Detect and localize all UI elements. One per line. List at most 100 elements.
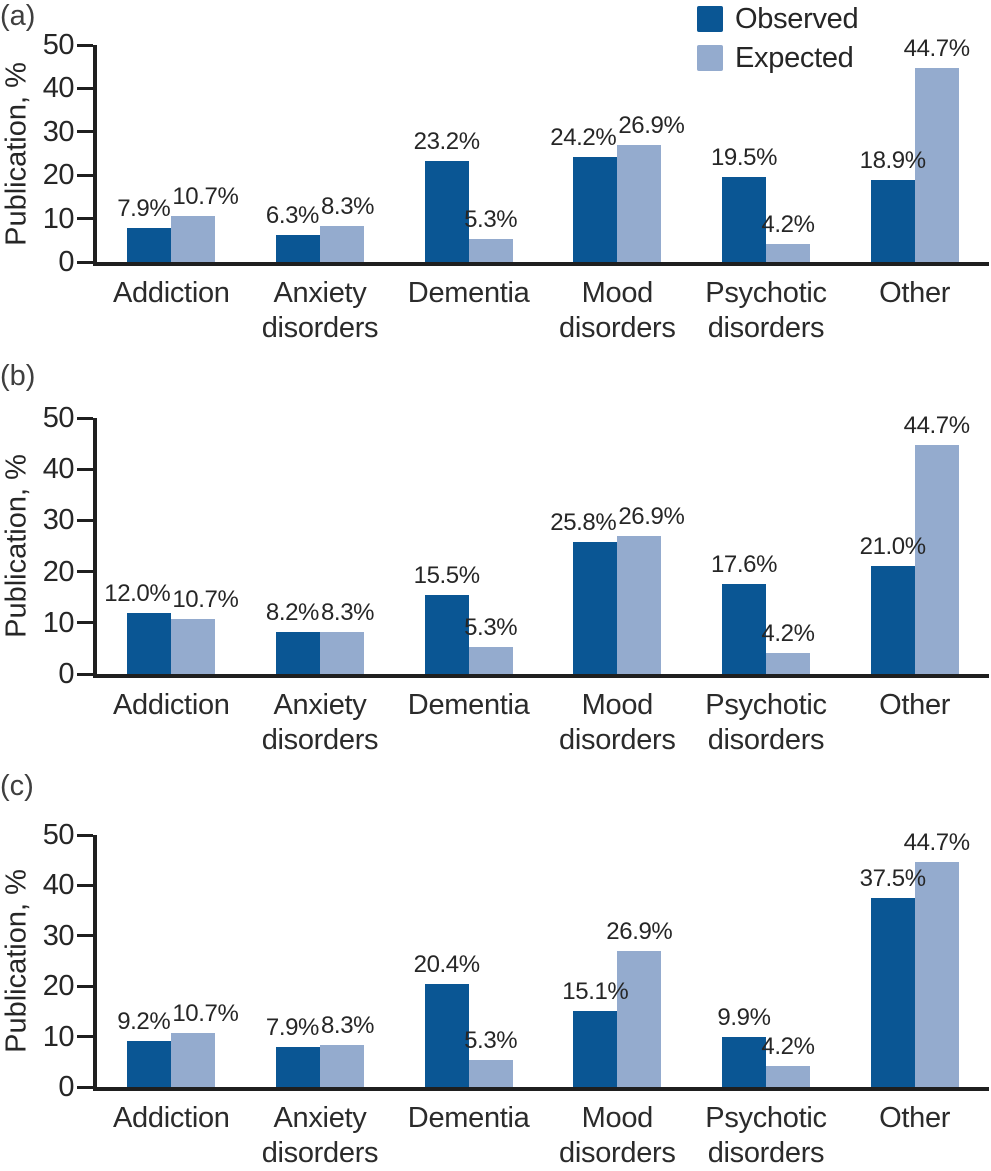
bar-group: 20.4% 5.3% xyxy=(394,835,543,1087)
bar-group: 7.9% 10.7% xyxy=(97,45,246,262)
bar-value-label-expected: 10.7% xyxy=(172,586,239,614)
legend-label-observed: Observed xyxy=(735,2,859,35)
y-tick-label: 10 xyxy=(42,606,75,639)
category-label: Mood disorders xyxy=(559,1102,676,1169)
legend: Observed Expected xyxy=(697,2,859,84)
bar-value-label-expected: 5.3% xyxy=(464,613,518,641)
bar-expected xyxy=(319,631,364,674)
plot-area: 12.0% 10.7% 8.2% 8.3% 15.5% 5.3% 25.8% 26.9% 17.… xyxy=(93,412,989,678)
observed-swatch-icon xyxy=(697,6,723,32)
bar-observed xyxy=(424,594,469,674)
bar-expected xyxy=(617,145,662,262)
y-tick xyxy=(77,43,93,47)
bar-expected xyxy=(468,1060,513,1087)
bar-value-label-observed: 19.5% xyxy=(710,144,778,172)
y-tick-label: 40 xyxy=(42,869,75,902)
category-label: Psychotic disorders xyxy=(705,689,827,756)
expected-swatch-icon xyxy=(697,45,723,71)
bar-group: 9.9% 4.2% xyxy=(692,835,841,1087)
bar-value-label-observed: 24.2% xyxy=(550,123,617,151)
bar-group: 15.5% 5.3% xyxy=(394,418,543,674)
y-tick xyxy=(77,86,93,90)
bar-expected xyxy=(765,243,810,262)
bar-value-label-observed: 9.2% xyxy=(117,1007,171,1035)
category-label: Addiction xyxy=(113,277,230,309)
y-tick xyxy=(77,130,93,134)
bar-expected xyxy=(468,239,513,262)
bar-value-label-expected: 10.7% xyxy=(172,1000,239,1028)
bar-expected xyxy=(468,646,513,674)
y-tick-label: 20 xyxy=(42,555,75,588)
category-label: Anxiety disorders xyxy=(261,277,379,344)
y-tick xyxy=(77,518,93,522)
y-tick xyxy=(77,260,93,264)
bar-group: 37.5% 44.7% xyxy=(840,829,989,1087)
y-tick-label: 50 xyxy=(42,402,75,434)
y-tick xyxy=(77,984,93,988)
bar-group: 23.2% 5.3% xyxy=(394,45,543,262)
bar-group: 19.5% 4.2% xyxy=(692,45,841,262)
category-label: Dementia xyxy=(407,689,530,721)
bar-group: 25.8% 26.9% xyxy=(543,418,692,674)
bar-value-label-expected: 5.3% xyxy=(464,1027,518,1055)
category-label: Other xyxy=(879,689,951,721)
y-tick xyxy=(77,570,93,574)
y-tick xyxy=(77,883,93,887)
bar-value-label-expected: 8.3% xyxy=(320,1012,375,1040)
bar-observed xyxy=(424,161,469,262)
bar-group: 15.1% 26.9% xyxy=(543,835,692,1087)
bar-expected xyxy=(765,1065,810,1087)
category-label: Other xyxy=(879,277,951,309)
bar-expected xyxy=(171,619,216,674)
bar-observed xyxy=(721,583,766,674)
category-label: Psychotic disorders xyxy=(705,277,827,344)
bar-expected xyxy=(171,215,216,262)
y-tick xyxy=(77,416,93,420)
bar-observed xyxy=(573,1010,618,1087)
bar-value-label-expected: 26.9% xyxy=(618,112,685,140)
bar-group: 12.0% 10.7% xyxy=(97,418,246,674)
y-tick-label: 50 xyxy=(42,819,75,851)
bar-expected xyxy=(914,861,959,1087)
bar-observed xyxy=(721,1037,766,1087)
bar-value-label-observed: 15.1% xyxy=(562,977,629,1005)
category-label: Dementia xyxy=(407,277,530,309)
bar-value-label-observed: 9.9% xyxy=(717,1004,771,1032)
category-label: Addiction xyxy=(113,1102,230,1134)
y-tick-label: 40 xyxy=(42,453,75,486)
category-label: Mood disorders xyxy=(559,277,676,344)
bar-expected xyxy=(617,951,662,1087)
bar-value-label-observed: 7.9% xyxy=(265,1014,320,1042)
bar-observed xyxy=(870,898,915,1087)
y-tick xyxy=(77,621,93,625)
y-tick xyxy=(77,934,93,938)
category-label: Psychotic disorders xyxy=(705,1102,827,1169)
bar-observed xyxy=(275,1047,320,1087)
y-tick-label: 50 xyxy=(42,29,75,61)
y-tick-label: 10 xyxy=(42,1020,75,1053)
bar-value-label-observed: 37.5% xyxy=(859,865,926,892)
bar-group: 6.3% 8.3% xyxy=(246,45,395,262)
bar-expected xyxy=(319,1045,364,1087)
bar-observed xyxy=(275,632,320,674)
bar-observed xyxy=(127,612,172,674)
y-tick-label: 0 xyxy=(58,658,74,690)
y-tick xyxy=(77,217,93,221)
bar-value-label-observed: 18.9% xyxy=(859,146,926,174)
y-tick-label: 30 xyxy=(42,504,75,537)
bar-observed xyxy=(870,566,915,674)
bar-expected xyxy=(617,536,662,674)
bar-value-label-observed: 15.5% xyxy=(413,561,480,589)
y-tick xyxy=(77,672,93,676)
plot-area: 7.9% 10.7% 6.3% 8.3% 23.2% 5.3% 24.2% 26.9% 19.5… xyxy=(93,35,989,266)
bar-observed xyxy=(275,234,320,262)
bar-value-label-expected: 44.7% xyxy=(903,412,970,440)
y-tick xyxy=(77,1035,93,1039)
bar-value-label-observed: 17.6% xyxy=(710,550,778,578)
bar-group: 21.0% 44.7% xyxy=(840,412,989,674)
bar-observed xyxy=(870,179,915,262)
y-tick xyxy=(77,467,93,471)
panel-label: (b) xyxy=(0,360,36,392)
y-tick-label: 20 xyxy=(42,970,75,1003)
